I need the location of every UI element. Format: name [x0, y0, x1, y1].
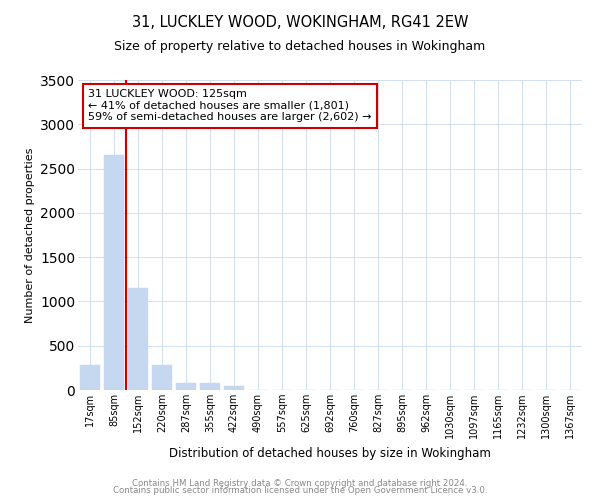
- Text: Contains public sector information licensed under the Open Government Licence v3: Contains public sector information licen…: [113, 486, 487, 495]
- Bar: [128, 288, 148, 390]
- Bar: [176, 383, 196, 390]
- Bar: [104, 156, 124, 390]
- Bar: [80, 365, 100, 390]
- Text: 31, LUCKLEY WOOD, WOKINGHAM, RG41 2EW: 31, LUCKLEY WOOD, WOKINGHAM, RG41 2EW: [132, 15, 468, 30]
- Bar: [224, 386, 244, 390]
- Text: 31 LUCKLEY WOOD: 125sqm
← 41% of detached houses are smaller (1,801)
59% of semi: 31 LUCKLEY WOOD: 125sqm ← 41% of detache…: [88, 90, 371, 122]
- Text: Contains HM Land Registry data © Crown copyright and database right 2024.: Contains HM Land Registry data © Crown c…: [132, 478, 468, 488]
- X-axis label: Distribution of detached houses by size in Wokingham: Distribution of detached houses by size …: [169, 446, 491, 460]
- Bar: [152, 365, 172, 390]
- Text: Size of property relative to detached houses in Wokingham: Size of property relative to detached ho…: [115, 40, 485, 53]
- Bar: [200, 383, 220, 390]
- Y-axis label: Number of detached properties: Number of detached properties: [25, 148, 35, 322]
